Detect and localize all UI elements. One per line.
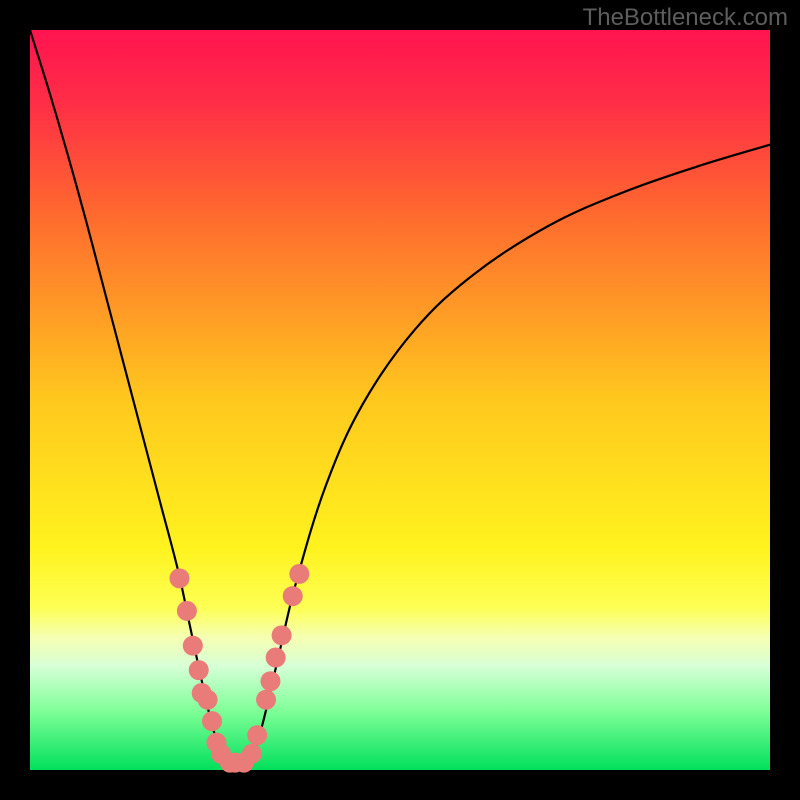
data-point	[247, 725, 267, 745]
data-point	[183, 636, 203, 656]
data-point	[202, 711, 222, 731]
plot-background	[30, 30, 770, 770]
data-point	[266, 648, 286, 668]
data-point	[256, 690, 276, 710]
data-point	[261, 671, 281, 691]
data-point	[272, 625, 292, 645]
watermark-text: TheBottleneck.com	[583, 4, 788, 32]
data-point	[289, 564, 309, 584]
data-point	[177, 601, 197, 621]
chart-frame: TheBottleneck.com	[0, 0, 800, 800]
data-point	[169, 568, 189, 588]
chart-svg	[0, 0, 800, 800]
data-point	[189, 660, 209, 680]
data-point	[283, 586, 303, 606]
data-point	[198, 690, 218, 710]
data-point	[242, 744, 262, 764]
